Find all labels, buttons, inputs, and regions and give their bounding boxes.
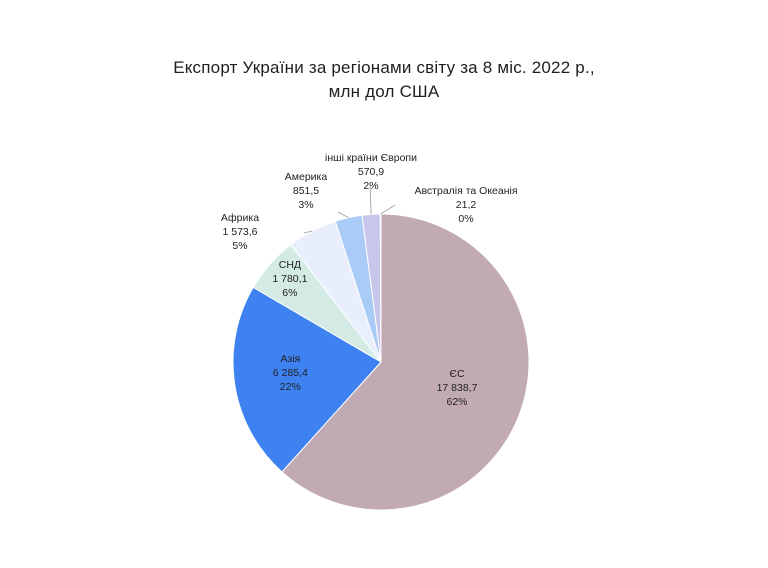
slice-label-percent-3: 5% xyxy=(232,240,247,252)
slice-label-name-3: Африка xyxy=(221,212,259,224)
chart-title-line-2: млн дол США xyxy=(328,82,440,101)
slice-label-percent-1: 22% xyxy=(280,381,301,393)
slice-label-name-2: СНД xyxy=(279,259,301,271)
pie-slice-0 xyxy=(281,213,530,511)
leader-line-4 xyxy=(337,211,349,218)
slice-label-percent-4: 3% xyxy=(298,199,313,211)
chart-title: Експорт України за регіонами світу за 8 … xyxy=(0,56,768,104)
slice-label-percent-6: 0% xyxy=(458,213,473,225)
slice-label-name-0: ЄС xyxy=(449,368,465,380)
slice-label-name-5: інші країни Європи xyxy=(325,152,417,164)
slice-label-value-1: 6 285,4 xyxy=(273,367,308,379)
slice-label-value-6: 21,2 xyxy=(456,199,477,211)
slice-label-value-2: 1 780,1 xyxy=(272,273,307,285)
pie-slice-1 xyxy=(232,286,382,473)
slice-label-percent-2: 6% xyxy=(282,287,297,299)
leader-line-6 xyxy=(380,204,396,215)
slice-label-percent-0: 62% xyxy=(446,396,467,408)
slice-label-name-1: Азія xyxy=(280,353,300,365)
slice-label-name-4: Америка xyxy=(285,171,328,183)
slice-label-name-6: Австралія та Океанія xyxy=(414,185,517,197)
slice-label-value-0: 17 838,7 xyxy=(437,382,478,394)
chart-title-line-1: Експорт України за регіонами світу за 8 … xyxy=(173,58,595,77)
leader-line-5 xyxy=(369,182,372,215)
slice-label-value-4: 851,5 xyxy=(293,185,319,197)
leader-line-3 xyxy=(303,230,313,234)
pie-slice-6 xyxy=(379,213,382,363)
slice-label-value-3: 1 573,6 xyxy=(222,226,257,238)
slice-label-value-5: 570,9 xyxy=(358,166,384,178)
slice-label-percent-5: 2% xyxy=(363,180,378,192)
